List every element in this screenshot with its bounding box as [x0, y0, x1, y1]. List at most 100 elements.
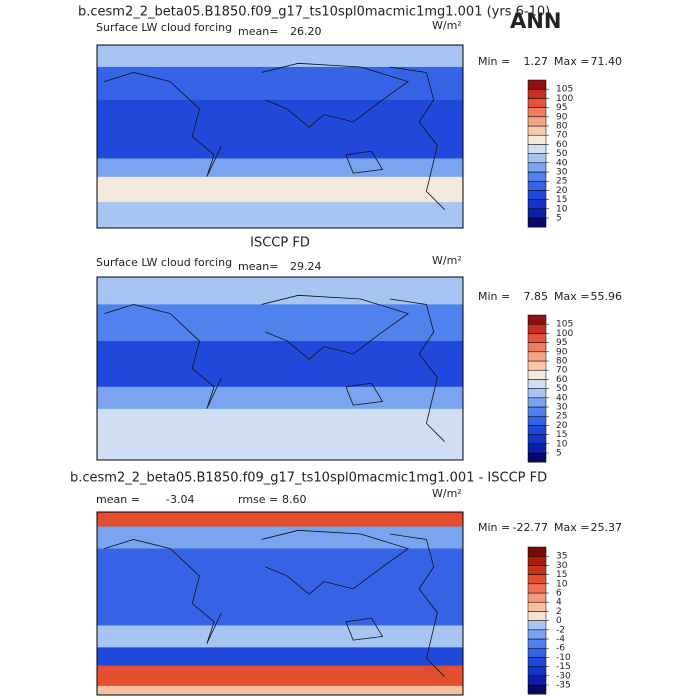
colorbar-box	[527, 333, 547, 343]
colorbar-label: 25	[556, 177, 567, 187]
colorbar-box	[527, 592, 547, 603]
colorbar-label: 5	[556, 214, 562, 224]
stat-label: mean =	[96, 493, 140, 506]
stat-label: rmse =	[238, 493, 278, 506]
colorbar-box	[527, 314, 547, 325]
colorbar-label: 50	[556, 149, 568, 159]
colorbar-box	[527, 675, 547, 686]
map-band	[97, 277, 463, 305]
colorbar-box	[527, 406, 547, 417]
colorbar-box	[527, 217, 547, 228]
map-band	[97, 408, 463, 460]
colorbar-box	[527, 666, 547, 677]
colorbar-label: 90	[556, 347, 568, 357]
colorbar-label: 60	[556, 375, 568, 385]
units: W/m²	[432, 254, 462, 267]
min-label: Min =	[478, 55, 510, 68]
colorbar-label: 4	[556, 598, 562, 608]
max-label: Max =	[554, 290, 589, 303]
colorbar-label: 20	[556, 421, 568, 431]
colorbar-label: 15	[556, 195, 567, 205]
colorbar-label: 15	[556, 570, 567, 580]
colorbar-box	[527, 611, 547, 621]
colorbar-label: 10	[556, 439, 568, 449]
colorbar-box	[527, 443, 547, 454]
colorbar-label: 80	[556, 122, 568, 132]
colorbar-box	[527, 88, 547, 99]
map-band	[97, 685, 463, 695]
colorbar-box	[527, 620, 547, 631]
stat-label: mean=	[238, 260, 278, 273]
colorbar-box	[527, 107, 547, 118]
colorbar-box	[527, 638, 547, 649]
colorbar-label: 10	[556, 204, 568, 214]
colorbar-box	[527, 425, 547, 435]
colorbar-label: -35	[556, 681, 571, 691]
max-label: Max =	[554, 521, 589, 534]
colorbar-label: 100	[556, 329, 573, 339]
colorbar-box	[527, 116, 547, 127]
colorbar-box	[527, 388, 547, 399]
colorbar-box	[527, 342, 547, 353]
colorbar-label: 90	[556, 112, 568, 122]
colorbar-box	[527, 162, 547, 173]
colorbar-box	[527, 379, 547, 389]
colorbar-box	[527, 351, 547, 362]
map-border	[96, 44, 464, 229]
map-band	[97, 202, 463, 228]
colorbar-label: 25	[556, 412, 567, 422]
map-band	[97, 304, 463, 342]
colorbar-label: 20	[556, 186, 568, 196]
colorbar-label: -6	[556, 644, 565, 654]
colorbar-box	[527, 134, 547, 145]
colorbar-box	[527, 323, 547, 334]
colorbar-label: 70	[556, 131, 568, 141]
coastline	[389, 298, 445, 442]
colorbar-box	[527, 574, 547, 585]
colorbar-box	[527, 565, 547, 575]
colorbar-label: 30	[556, 403, 568, 413]
coastline	[104, 539, 222, 644]
min-value: 7.85	[524, 290, 549, 303]
season: ANN	[510, 9, 561, 33]
colorbar-box	[527, 434, 547, 445]
coastline	[345, 150, 384, 174]
stat-value: 26.20	[290, 25, 322, 38]
colorbar-box	[527, 647, 547, 658]
coastline	[261, 294, 409, 360]
colorbar-label: 10	[556, 579, 568, 589]
colorbar-box	[527, 360, 547, 371]
colorbar-label: 100	[556, 94, 573, 104]
colorbar-box	[527, 369, 547, 380]
map-band	[97, 66, 463, 100]
stat-value: -3.04	[166, 493, 194, 506]
colorbar-box	[527, 144, 547, 154]
colorbar-box	[527, 153, 547, 164]
colorbar-label: 80	[556, 357, 568, 367]
colorbar-label: 30	[556, 168, 568, 178]
map-band	[97, 665, 463, 686]
colorbar-box	[527, 190, 547, 200]
coastline	[261, 529, 409, 595]
min-value: 1.27	[524, 55, 549, 68]
colorbar-box	[527, 629, 547, 640]
colorbar-label: 95	[556, 338, 567, 348]
coastline	[389, 533, 445, 677]
colorbar-box	[527, 657, 547, 667]
map-band	[97, 158, 463, 177]
colorbar-label: 50	[556, 384, 568, 394]
map-band	[97, 45, 463, 67]
colorbar-box	[527, 180, 547, 191]
colorbar-box	[527, 171, 547, 182]
map-band	[97, 386, 463, 409]
colorbar-label: -2	[556, 625, 565, 635]
coastline	[345, 617, 384, 641]
map-band	[97, 625, 463, 648]
colorbar-box	[527, 684, 547, 695]
min-label: Min =	[478, 521, 510, 534]
map-border	[96, 511, 464, 696]
colorbar-label: -30	[556, 671, 571, 681]
colorbar-label: 40	[556, 393, 568, 403]
max-value: 25.37	[591, 521, 623, 534]
